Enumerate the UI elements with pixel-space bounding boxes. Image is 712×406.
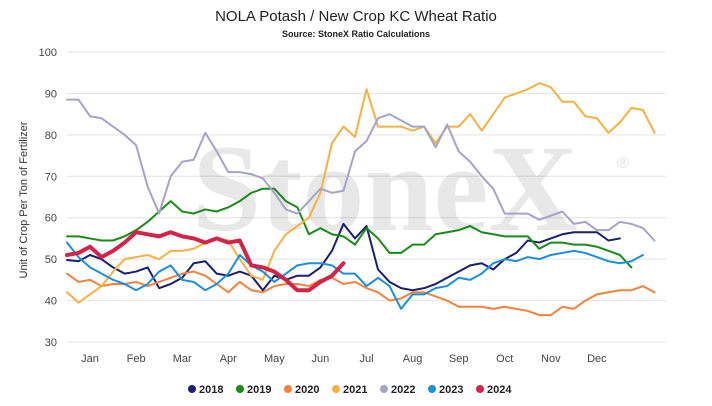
x-tick-label: Nov <box>541 353 561 365</box>
legend-item-2021[interactable]: 2021 <box>332 384 367 396</box>
series-line-2024 <box>65 230 346 293</box>
registered-mark: ® <box>617 155 629 172</box>
y-tick-label: 90 <box>45 88 57 100</box>
y-tick-label: 40 <box>45 296 57 308</box>
y-tick-label: 100 <box>39 47 57 59</box>
x-tick-label: Aug <box>403 353 423 365</box>
legend-item-2018[interactable]: 2018 <box>188 384 223 396</box>
watermark-logo: StoneX <box>192 120 578 257</box>
x-axis-ticks: Jan Feb Mar Apr May Jun Jul Aug Sep Oct Nov Dec <box>81 353 607 365</box>
legend-marker <box>428 385 436 393</box>
legend-item-2024[interactable]: 2024 <box>476 384 512 396</box>
x-tick-label: Sep <box>449 353 469 365</box>
legend-marker <box>332 385 340 393</box>
chart-title: NOLA Potash / New Crop KC Wheat Ratio <box>215 8 497 25</box>
watermark-group: StoneX ® <box>192 120 629 257</box>
legend-label: 2019 <box>247 384 271 396</box>
series-line-2020 <box>66 270 656 317</box>
series-line-2023 <box>66 241 644 310</box>
series-line-2021 <box>66 82 656 304</box>
x-tick-label: Oct <box>496 353 513 365</box>
legend-label: 2023 <box>439 384 463 396</box>
y-tick-label: 30 <box>45 337 57 349</box>
legend-marker <box>476 385 484 393</box>
x-tick-label: Dec <box>587 353 607 365</box>
chart-subtitle: Source: StoneX Ratio Calculations <box>282 29 430 39</box>
x-tick-label: May <box>264 353 285 365</box>
legend-marker <box>284 385 292 393</box>
x-tick-label: Jun <box>312 353 330 365</box>
series-lines <box>65 82 656 317</box>
series-line-2022 <box>66 98 656 242</box>
legend-marker <box>188 385 196 393</box>
y-axis-label: Unit of Crop Per Ton of Fertilizer <box>18 121 30 278</box>
legend-item-2020[interactable]: 2020 <box>284 384 319 396</box>
x-tick-label: Jan <box>81 353 99 365</box>
legend-label: 2020 <box>295 384 319 396</box>
x-tick-label: Jul <box>359 353 373 365</box>
y-axis-ticks: 30 40 50 60 70 80 90 100 <box>39 47 57 349</box>
legend-item-2019[interactable]: 2019 <box>236 384 271 396</box>
legend-marker <box>380 385 388 393</box>
legend-label: 2021 <box>343 384 367 396</box>
legend-item-2022[interactable]: 2022 <box>380 384 415 396</box>
series-line-2018 <box>66 222 621 292</box>
legend-label: 2018 <box>199 384 223 396</box>
y-tick-label: 80 <box>45 130 57 142</box>
y-tick-label: 70 <box>45 171 57 183</box>
legend-item-2023[interactable]: 2023 <box>428 384 463 396</box>
legend-label: 2024 <box>487 384 512 396</box>
x-tick-label: Feb <box>127 353 146 365</box>
x-tick-label: Apr <box>220 353 237 365</box>
y-tick-label: 60 <box>45 213 57 225</box>
legend-label: 2022 <box>391 384 415 396</box>
legend: 2018 2019 2020 2021 2022 2023 2024 <box>188 384 512 396</box>
gridlines <box>67 51 666 343</box>
y-tick-label: 50 <box>45 254 57 266</box>
legend-marker <box>236 385 244 393</box>
x-tick-label: Mar <box>173 353 192 365</box>
